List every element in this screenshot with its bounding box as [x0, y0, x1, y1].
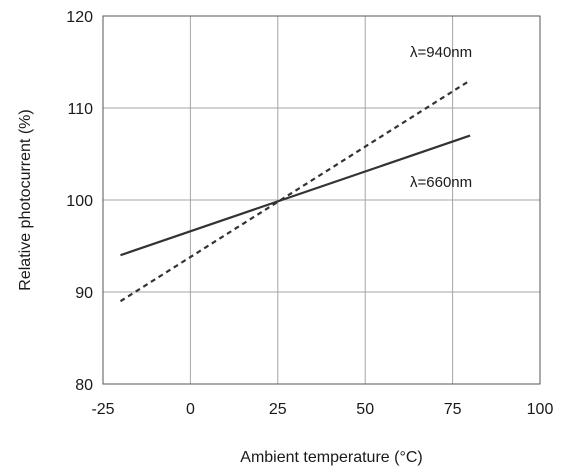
y-tick-label-0: 80 — [75, 377, 93, 394]
plot-frame — [102, 15, 541, 385]
y-tick-label-2: 100 — [66, 193, 93, 210]
x-tick-label-0: -25 — [91, 401, 114, 418]
y-tick-label-3: 110 — [67, 101, 93, 118]
x-tick-label-5: 100 — [527, 401, 554, 418]
x-tick-label-1: 0 — [186, 401, 195, 418]
series-line-1 — [120, 134, 471, 257]
series-label-0: λ=940nm — [410, 44, 472, 61]
y-tick-label-1: 90 — [75, 285, 93, 302]
x-tick-label-4: 75 — [444, 401, 462, 418]
series-labels: λ=940nm λ=660nm — [410, 44, 472, 191]
y-tick-label-4: 120 — [66, 9, 93, 26]
x-axis-label: Ambient temperature (°C) — [240, 449, 422, 466]
x-tick-label-3: 50 — [356, 401, 374, 418]
series-label-1: λ=660nm — [410, 174, 472, 191]
x-tick-label-2: 25 — [269, 401, 287, 418]
series-line-0 — [119, 79, 471, 303]
series-lines — [119, 79, 471, 303]
y-tick-labels: 80 90 100 110 120 — [66, 9, 93, 394]
x-tick-labels: -25 0 25 50 75 100 — [91, 401, 553, 418]
grid — [102, 15, 541, 385]
y-axis-label: Relative photocurrent (%) — [17, 109, 34, 290]
